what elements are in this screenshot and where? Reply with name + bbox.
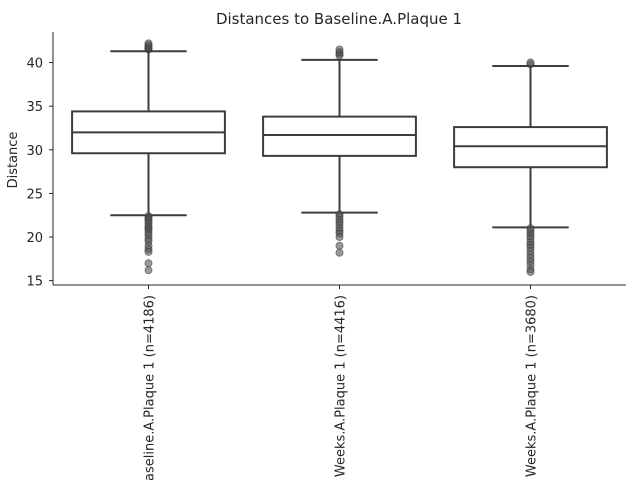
box-group-3 (453, 58, 608, 276)
y-tick-label: 15 (26, 275, 43, 290)
outlier-point (144, 259, 153, 268)
box-group-2 (262, 45, 417, 257)
chart-title: Distances to Baseline.A.Plaque 1 (216, 10, 462, 28)
y-tick-label: 25 (26, 187, 43, 202)
outlier-point (526, 267, 535, 276)
x-ticks: Baseline.A.Plaque 1 (n=4186) 2 Weeks.A.Pl… (143, 285, 540, 480)
outlier-point (335, 241, 344, 250)
outlier-point (335, 233, 344, 242)
y-tick-label: 40 (26, 57, 43, 72)
y-axis-label: Distance (6, 132, 21, 189)
y-tick-label: 30 (26, 144, 43, 159)
y-tick-label: 20 (26, 231, 43, 246)
x-tick-label: 2 Weeks.A.Plaque 1 (n=4416) (334, 295, 349, 480)
box-group-1 (71, 39, 226, 275)
y-ticks: 15 20 25 30 35 40 (26, 57, 53, 290)
outlier-point (335, 248, 344, 257)
x-tick-label: 4 Weeks.A.Plaque 1 (n=3680) (525, 295, 540, 480)
outlier-point (144, 266, 153, 275)
y-tick-label: 35 (26, 100, 43, 115)
outlier-point (526, 58, 535, 67)
outlier-point (335, 45, 344, 54)
outlier-point (144, 39, 153, 48)
box-iqr (262, 115, 417, 157)
outlier-point (144, 247, 153, 256)
x-tick-label: Baseline.A.Plaque 1 (n=4186) (143, 295, 158, 480)
plot-area (71, 39, 608, 276)
